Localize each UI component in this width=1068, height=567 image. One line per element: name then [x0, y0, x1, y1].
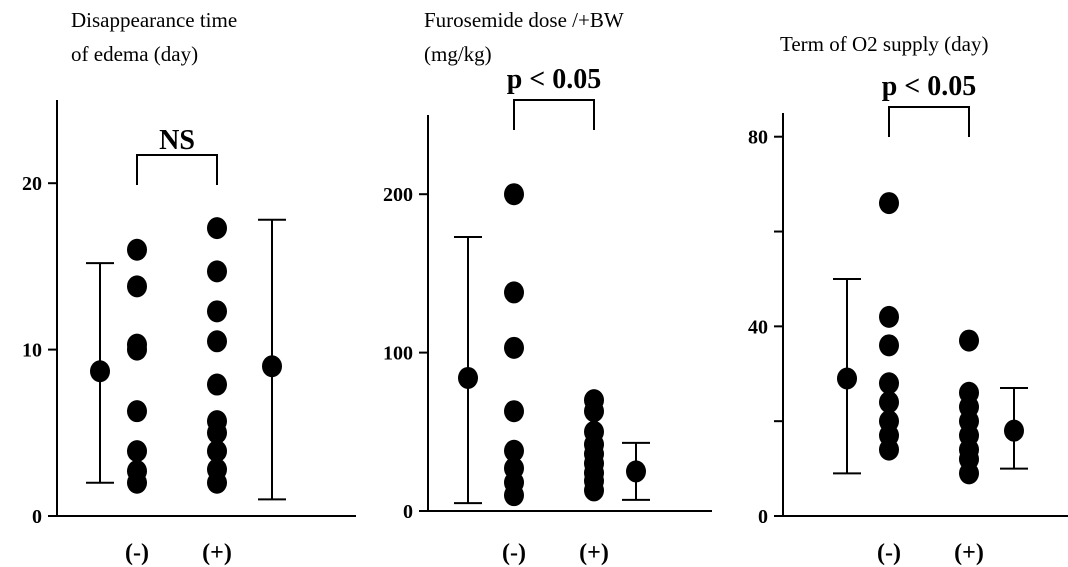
- mean-point: [90, 360, 110, 383]
- data-point: [584, 479, 604, 502]
- mean-point: [1004, 419, 1024, 442]
- data-point: [879, 192, 899, 215]
- y-tick-label: 80: [748, 127, 768, 149]
- significance-label: NS: [159, 125, 195, 156]
- significance-bracket: [136, 154, 218, 185]
- data-point: [879, 334, 899, 357]
- data-point: [504, 400, 524, 423]
- data-point: [207, 440, 227, 463]
- data-point: [207, 373, 227, 396]
- mean-point: [626, 460, 646, 483]
- panel-furosemide: Furosemide dose /+BW (mg/kg) 0 100 200 p < …: [356, 0, 712, 567]
- panel-edema: Disappearance time of edema (day) 0 10 20 N…: [0, 0, 356, 567]
- chart-title-line-2: of edema (day): [71, 42, 199, 66]
- data-point: [207, 260, 227, 283]
- data-point: [127, 400, 147, 423]
- data-point: [127, 338, 147, 361]
- chart-title-line-2: (mg/kg): [424, 42, 492, 66]
- mean-point: [262, 355, 282, 378]
- data-point: [207, 471, 227, 494]
- x-category-label: (-): [877, 540, 901, 566]
- y-tick-label: 0: [32, 506, 42, 528]
- y-tick-label: 20: [22, 173, 42, 195]
- y-tick-label: 200: [383, 184, 413, 206]
- data-point: [879, 438, 899, 461]
- x-category-label: (+): [954, 540, 984, 566]
- y-tick-label: 100: [383, 343, 413, 365]
- chart-title: Term of O2 supply (day): [780, 27, 988, 61]
- data-point: [504, 336, 524, 359]
- mean-point: [837, 367, 857, 390]
- x-category-label: (+): [579, 540, 609, 566]
- data-point: [879, 372, 899, 395]
- y-tick-label: 10: [22, 340, 42, 362]
- summary-marker: [86, 262, 114, 484]
- chart-plot: 0 10 20 NS (-) (+): [22, 100, 356, 566]
- summary-marker: [1000, 386, 1028, 470]
- data-point: [207, 300, 227, 323]
- chart-title: Furosemide dose /+BW (mg/kg): [424, 3, 624, 71]
- data-point: [504, 484, 524, 507]
- summary-marker: [833, 277, 861, 475]
- chart-title-line-1: Term of O2 supply (day): [780, 32, 989, 56]
- x-category-label: (-): [125, 540, 149, 566]
- data-point: [207, 217, 227, 240]
- chart-plot: 0 40 80 p < 0.05 (-) (+): [748, 71, 1068, 566]
- data-point: [584, 400, 604, 423]
- significance-label: p < 0.05: [882, 71, 977, 102]
- chart-plot: 0 100 200 p < 0.05 (-) (+): [383, 64, 712, 566]
- y-tick-label: 0: [403, 501, 413, 523]
- data-point: [207, 330, 227, 353]
- data-point: [127, 471, 147, 494]
- data-point: [504, 281, 524, 304]
- summary-marker: [622, 441, 650, 501]
- significance-bracket: [888, 106, 970, 137]
- y-tick-label: 0: [758, 506, 768, 528]
- data-point: [127, 238, 147, 261]
- chart-title: Disappearance time of edema (day): [71, 3, 237, 71]
- data-point: [959, 462, 979, 485]
- chart-title-line-1: Furosemide dose /+BW: [424, 8, 624, 32]
- data-point: [959, 329, 979, 352]
- summary-marker: [454, 235, 482, 505]
- data-point: [879, 391, 899, 414]
- summary-marker: [258, 218, 286, 501]
- mean-point: [458, 366, 478, 389]
- significance-bracket: [513, 99, 595, 130]
- data-point: [504, 183, 524, 206]
- y-tick-label: 40: [748, 316, 768, 338]
- significance-label: p < 0.05: [507, 64, 602, 95]
- data-point: [504, 439, 524, 462]
- data-point: [879, 305, 899, 328]
- data-point: [127, 440, 147, 463]
- chart-title-line-1: Disappearance time: [71, 8, 238, 32]
- data-point: [127, 275, 147, 298]
- x-category-label: (-): [502, 540, 526, 566]
- x-category-label: (+): [202, 540, 232, 566]
- panel-o2: Term of O2 supply (day) 0 40 80 p < 0.05 (-)…: [712, 0, 1068, 567]
- data-point: [207, 421, 227, 444]
